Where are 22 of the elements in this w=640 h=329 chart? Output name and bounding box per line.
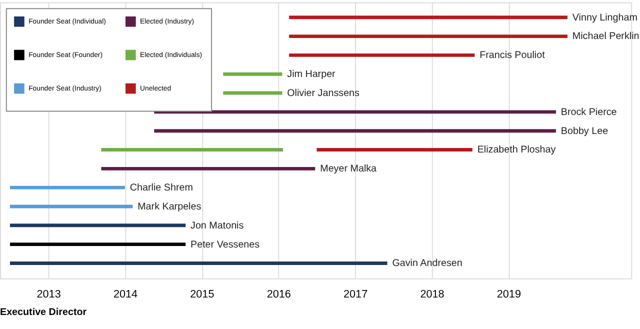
y-tick-label: Jon Matonis — [190, 220, 244, 232]
y-tick-label: Gavin Andresen — [392, 258, 462, 270]
y-tick-label: Brock Pierce — [560, 106, 618, 118]
y-tick-label: Jim Harper — [287, 69, 336, 80]
x-tick-label: 2019 — [496, 288, 521, 301]
y-tick-label: Olivier Janssens — [287, 88, 360, 99]
text: Executive Director — [0, 306, 87, 318]
y-tick-label: Bobby Lee — [560, 126, 609, 137]
x-tick-label: 2015 — [190, 288, 214, 301]
y-tick-label: Michael Perklin — [572, 31, 640, 42]
y-tick-label: Meyer Malka — [320, 164, 378, 175]
y-tick-label: Elizabeth Ploshay — [477, 144, 556, 156]
y-tick-label: Peter Vessenes — [190, 239, 260, 250]
y-tick-label: Charlie Shrem — [130, 182, 193, 194]
y-tick-label: Francis Pouliot — [480, 50, 546, 62]
x-tick-label: 2017 — [344, 288, 368, 301]
y-tick-label: Vinny Lingham — [572, 12, 638, 24]
x-tick-label: 2016 — [266, 288, 291, 301]
x-tick-label: 2013 — [36, 288, 61, 301]
y-tick-label: Mark Karpeles — [138, 201, 202, 212]
x-tick-label: 2018 — [420, 288, 444, 301]
x-tick-label: 2014 — [113, 288, 138, 301]
